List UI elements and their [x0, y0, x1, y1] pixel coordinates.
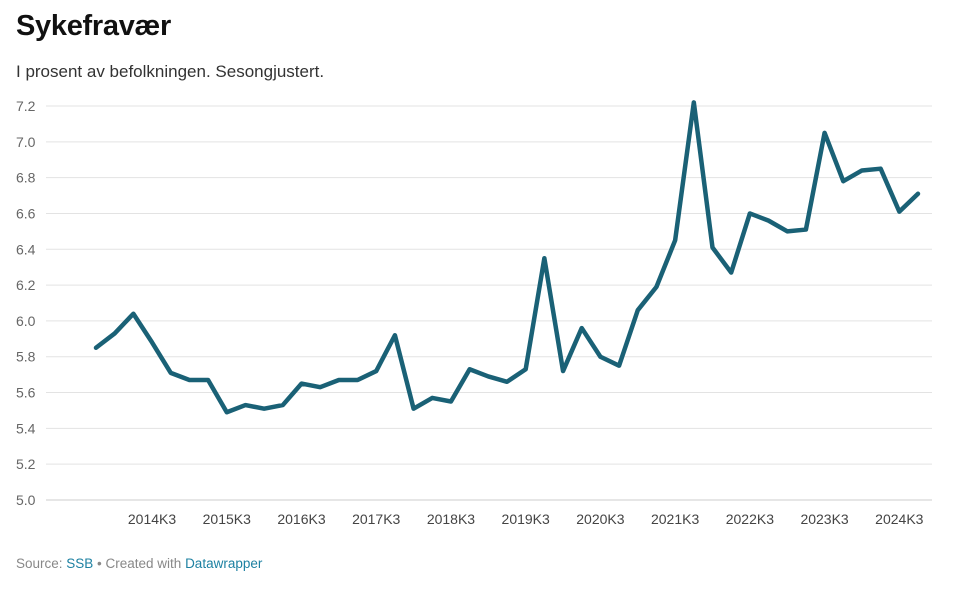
source-link[interactable]: SSB: [66, 556, 94, 571]
y-tick-label: 5.6: [16, 385, 36, 401]
x-tick-label: 2015K3: [203, 511, 251, 527]
y-tick-label: 5.8: [16, 349, 36, 365]
y-tick-label: 6.2: [16, 277, 36, 293]
y-tick-label: 6.8: [16, 170, 36, 186]
y-tick-label: 5.2: [16, 456, 36, 472]
datawrapper-link[interactable]: Datawrapper: [185, 556, 263, 571]
y-tick-label: 5.4: [16, 420, 36, 436]
y-tick-label: 7.2: [16, 98, 36, 114]
x-tick-label: 2024K3: [875, 511, 923, 527]
created-with-text: • Created with: [93, 556, 186, 571]
source-prefix: Source:: [16, 556, 67, 571]
x-tick-label: 2017K3: [352, 511, 400, 527]
x-tick-label: 2018K3: [427, 511, 475, 527]
y-tick-label: 6.6: [16, 205, 36, 221]
line-chart: 5.0 5.2 5.4 5.6 5.8 6.0 6.2 6.4 6.6 6.8 7.0 7.2 2014…: [16, 98, 932, 527]
x-tick-label: 2019K3: [502, 511, 550, 527]
y-tick-label: 5.0: [16, 492, 36, 508]
y-tick-label: 6.0: [16, 313, 36, 329]
x-tick-label: 2022K3: [726, 511, 774, 527]
chart-title: Sykefravær: [16, 10, 171, 42]
x-tick-label: 2021K3: [651, 511, 699, 527]
x-tick-label: 2014K3: [128, 511, 176, 527]
series-line: [93, 100, 921, 415]
chart-subtitle: I prosent av befolkningen. Sesongjustert…: [16, 62, 325, 81]
x-tick-label: 2023K3: [800, 511, 848, 527]
chart-footer: Source: SSB • Created with Datawrapper: [16, 556, 262, 571]
y-tick-label: 6.4: [16, 241, 36, 257]
x-tick-label: 2020K3: [576, 511, 624, 527]
x-tick-label: 2016K3: [277, 511, 325, 527]
y-tick-label: 7.0: [16, 134, 36, 150]
